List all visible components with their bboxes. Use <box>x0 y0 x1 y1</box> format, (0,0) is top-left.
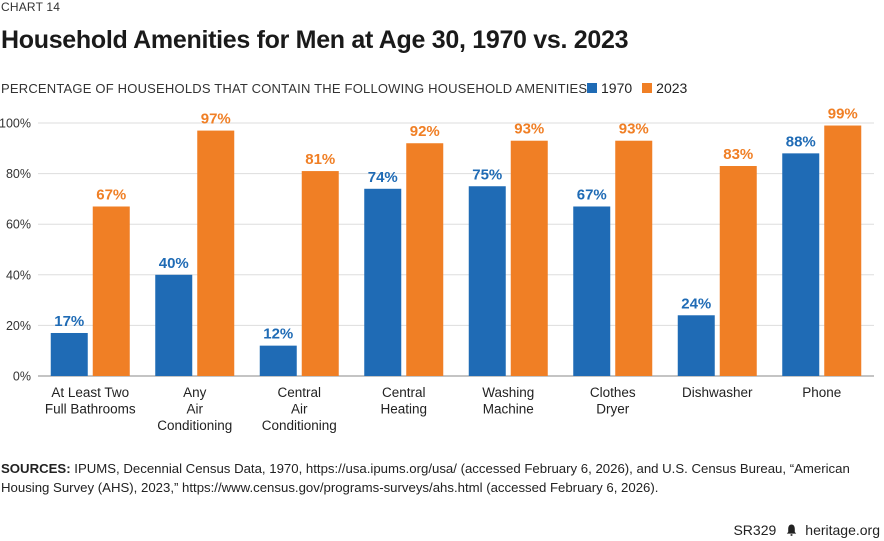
bar-2023 <box>197 130 235 376</box>
x-category-label: Dishwasher <box>682 385 753 400</box>
data-label-2023: 93% <box>514 121 544 138</box>
bar-1970 <box>259 345 297 376</box>
sources-label: SOURCES: <box>1 461 71 476</box>
x-category-label: Air <box>187 402 204 417</box>
data-label-2023: 67% <box>96 186 126 203</box>
liberty-bell-icon <box>787 524 797 536</box>
x-category-label: Conditioning <box>157 418 232 433</box>
legend-label-2023: 2023 <box>656 80 688 96</box>
x-category-label: Conditioning <box>262 418 337 433</box>
bar-1970 <box>50 332 88 376</box>
bar-2023 <box>824 125 862 376</box>
legend-item-2023: 2023 <box>642 80 687 96</box>
data-label-2023: 92% <box>410 123 440 140</box>
legend-swatch-1970 <box>587 83 597 93</box>
y-tick-label: 40% <box>6 268 31 282</box>
chart-title: Household Amenities for Men at Age 30, 1… <box>1 26 629 54</box>
report-id: SR329 <box>733 522 777 538</box>
y-tick-label: 60% <box>6 218 31 232</box>
data-label-1970: 12% <box>263 326 293 343</box>
legend-swatch-2023 <box>642 83 653 93</box>
x-category-label: Central <box>277 385 321 400</box>
bar-2023 <box>92 206 130 376</box>
x-category-label: Full Bathrooms <box>45 402 136 417</box>
x-category-label: At Least Two <box>51 385 129 400</box>
bar-1970 <box>573 206 611 376</box>
chart-subtitle: PERCENTAGE OF HOUSEHOLDS THAT CONTAIN TH… <box>1 81 588 96</box>
data-label-1970: 17% <box>54 313 84 330</box>
data-label-2023: 97% <box>201 111 231 128</box>
x-category-label: Heating <box>380 402 427 417</box>
data-label-1970: 67% <box>577 186 607 203</box>
x-category-label: Any <box>183 385 207 400</box>
legend: 1970 2023 <box>587 80 697 96</box>
x-category-label: Phone <box>802 385 841 400</box>
y-tick-label: 80% <box>6 167 31 181</box>
x-category-label: Central <box>382 385 426 400</box>
legend-label-1970: 1970 <box>601 80 633 96</box>
data-label-1970: 74% <box>368 169 398 186</box>
data-label-1970: 88% <box>786 133 816 150</box>
data-label-2023: 93% <box>619 121 649 138</box>
data-label-1970: 40% <box>159 255 189 272</box>
bar-1970 <box>364 188 402 376</box>
y-tick-label: 0% <box>13 370 31 384</box>
site-name: heritage.org <box>805 522 880 538</box>
sources-text: IPUMS, Decennial Census Data, 1970, http… <box>1 461 850 495</box>
data-label-2023: 83% <box>723 146 753 163</box>
bar-1970 <box>782 153 820 376</box>
y-tick-label: 100% <box>0 117 31 131</box>
bar-1970 <box>155 274 193 376</box>
footer: SR329 heritage.org <box>733 522 880 538</box>
x-category-label: Air <box>291 402 308 417</box>
bar-2023 <box>615 140 653 376</box>
bar-2023 <box>719 166 757 376</box>
sources-note: SOURCES: IPUMS, Decennial Census Data, 1… <box>1 459 871 497</box>
bar-1970 <box>677 315 715 376</box>
x-category-label: Washing <box>482 385 534 400</box>
x-category-label: Clothes <box>590 385 636 400</box>
y-tick-label: 20% <box>6 319 31 333</box>
x-category-label: Dryer <box>596 402 630 417</box>
chart-number: CHART 14 <box>1 0 61 14</box>
bar-2023 <box>510 140 548 376</box>
data-label-2023: 99% <box>828 106 858 123</box>
x-category-label: Machine <box>483 402 534 417</box>
legend-item-1970: 1970 <box>587 80 632 96</box>
bar-2023 <box>301 171 339 376</box>
bar-1970 <box>468 186 506 376</box>
data-label-1970: 75% <box>472 166 502 183</box>
data-label-2023: 81% <box>305 151 335 168</box>
bar-2023 <box>406 143 444 376</box>
data-label-1970: 24% <box>681 295 711 312</box>
